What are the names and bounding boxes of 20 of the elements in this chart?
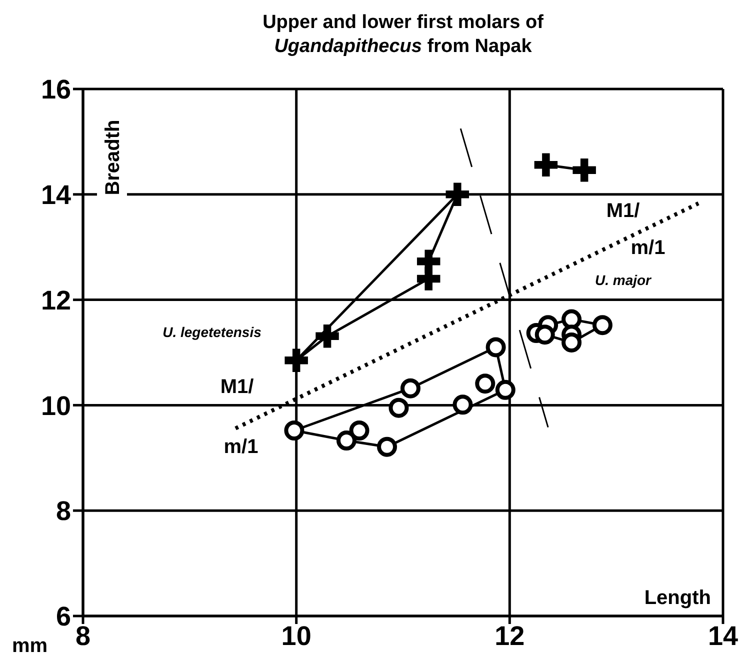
annotation: m/1: [630, 237, 666, 259]
annotation: M1/: [606, 200, 640, 222]
chart-title: Upper and lower first molars of Ugandapithecus from Napak: [262, 12, 544, 57]
text: mm: [12, 635, 48, 657]
y-tick-label: 14: [40, 180, 71, 210]
annotation: U. major: [594, 272, 653, 288]
y-tick-label: 8: [56, 496, 71, 526]
x-tick-label: 14: [708, 621, 738, 652]
x-tick-label: 8: [75, 621, 91, 652]
x-tick-label: 10: [281, 621, 312, 652]
annotation: U. legetetensis: [162, 324, 262, 340]
y-axis-title: Breadth: [102, 120, 124, 196]
annotation: M1/: [220, 376, 254, 398]
y-tick-label: 16: [40, 74, 71, 105]
annotation: m/1: [224, 436, 258, 458]
y-tick-label: 10: [40, 390, 71, 421]
x-tick-label: 12: [494, 621, 525, 652]
x-axis-title: Length: [644, 587, 711, 609]
y-tick-label: 12: [40, 285, 71, 316]
y-tick-label: 6: [56, 602, 71, 632]
